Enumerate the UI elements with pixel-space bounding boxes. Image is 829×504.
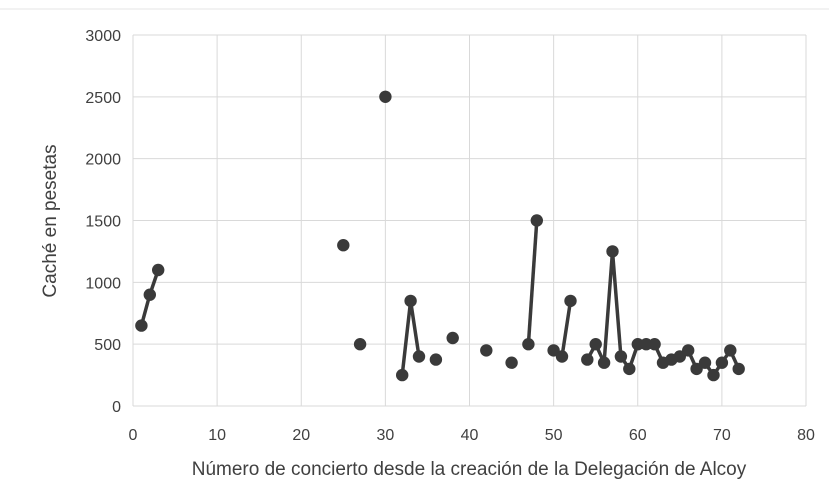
y-tick-label: 1500 — [85, 214, 121, 231]
y-tick-labels: 0 500 1000 1500 2000 2500 3000 — [85, 28, 121, 416]
data-point — [531, 214, 543, 226]
x-tick-labels: 0 10 20 30 40 50 60 70 80 — [129, 427, 815, 444]
y-tick-label: 500 — [94, 337, 121, 354]
x-axis-title: Número de concierto desde la creación de… — [192, 459, 747, 480]
x-tick-label: 30 — [376, 427, 394, 444]
data-point — [590, 338, 602, 350]
data-point — [337, 239, 349, 251]
data-point — [581, 353, 593, 365]
x-tick-label: 70 — [713, 427, 731, 444]
data-point — [724, 344, 736, 356]
data-series — [135, 91, 745, 382]
x-tick-label: 60 — [629, 427, 647, 444]
data-point — [144, 289, 156, 301]
data-point — [522, 338, 534, 350]
data-point — [505, 357, 517, 369]
x-tick-label: 10 — [208, 427, 226, 444]
data-point — [598, 357, 610, 369]
data-point — [615, 350, 627, 362]
data-point — [430, 353, 442, 365]
data-point — [699, 357, 711, 369]
data-point — [707, 369, 719, 381]
data-point — [396, 369, 408, 381]
data-point — [413, 350, 425, 362]
series-line — [402, 301, 419, 375]
y-axis-title: Caché en pesetas — [40, 144, 61, 297]
y-tick-label: 1000 — [85, 275, 121, 292]
data-point — [733, 363, 745, 375]
y-tick-label: 0 — [112, 399, 121, 416]
y-tick-label: 2500 — [85, 90, 121, 107]
data-point — [135, 319, 147, 331]
y-tick-label: 3000 — [85, 28, 121, 45]
data-point — [404, 295, 416, 307]
grid — [133, 35, 806, 406]
x-tick-label: 20 — [292, 427, 310, 444]
x-tick-label: 80 — [797, 427, 815, 444]
data-point — [480, 344, 492, 356]
x-tick-label: 50 — [545, 427, 563, 444]
data-point — [716, 357, 728, 369]
data-point — [354, 338, 366, 350]
data-point — [152, 264, 164, 276]
data-point — [648, 338, 660, 350]
data-point — [564, 295, 576, 307]
data-point — [556, 350, 568, 362]
data-point — [682, 344, 694, 356]
data-point — [447, 332, 459, 344]
x-tick-label: 0 — [129, 427, 138, 444]
data-point — [379, 91, 391, 103]
data-point — [606, 245, 618, 257]
data-point — [623, 363, 635, 375]
x-tick-label: 40 — [461, 427, 479, 444]
y-tick-label: 2000 — [85, 152, 121, 169]
